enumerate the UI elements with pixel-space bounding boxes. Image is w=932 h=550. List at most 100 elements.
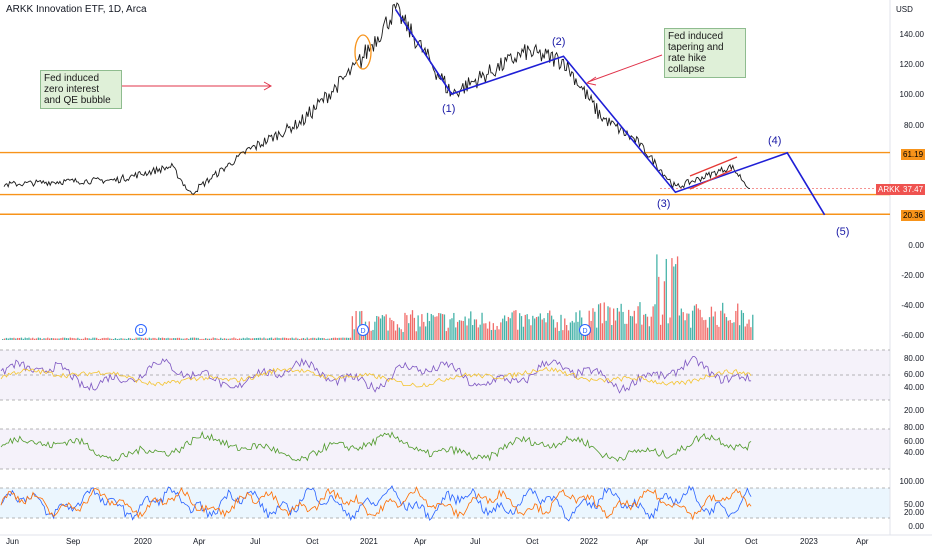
volume-bar [56, 338, 58, 340]
volume-bar [133, 338, 135, 340]
stoch-tick: 50.00 [903, 500, 924, 509]
volume-bar [569, 322, 572, 340]
volume-bar [671, 258, 673, 340]
volume-bar [549, 310, 551, 340]
volume-bar [84, 337, 87, 340]
volume-bar [158, 337, 160, 340]
volume-bar [321, 337, 323, 340]
volume-bar [530, 325, 532, 340]
volume-bar [186, 338, 188, 340]
x-label: 2020 [134, 537, 152, 546]
stoch-tick: 20.00 [903, 508, 924, 517]
volume-bar [374, 321, 376, 340]
rsi-tick: 60.00 [903, 370, 924, 379]
volume-bar [3, 338, 6, 340]
volume-bar [449, 319, 451, 340]
volume-bar [686, 313, 688, 340]
volume-bar [265, 338, 267, 340]
volume-bar [184, 338, 186, 340]
volume-bar [310, 338, 312, 340]
volume-bar [682, 312, 684, 340]
stoch-tick: 0.00 [908, 522, 924, 531]
volume-bar [646, 316, 649, 340]
volume-bar [357, 330, 359, 340]
volume-bar [35, 338, 38, 340]
volume-bar [300, 338, 303, 340]
volume-bar [643, 314, 645, 340]
volume-bar [216, 338, 218, 340]
volume-bar [169, 338, 171, 340]
volume-bar [676, 256, 679, 340]
x-label: Oct [526, 537, 539, 546]
volume-bar [455, 327, 457, 340]
volume-bar [691, 310, 694, 340]
volume-bar [701, 317, 703, 340]
volume-bar [436, 316, 438, 340]
volume-bar [331, 338, 333, 340]
volume-bar [206, 338, 209, 340]
axis-tick: 100.00 [899, 90, 924, 99]
volume-bar [740, 310, 743, 340]
wave-label-2: (2) [552, 36, 566, 48]
volume-bar [470, 311, 472, 340]
volume-bar [284, 337, 286, 340]
volume-bar [225, 338, 228, 340]
axis-tick: 80.00 [903, 121, 924, 130]
volume-bar [629, 315, 632, 340]
volume-bar [752, 314, 754, 340]
volume-bar [383, 316, 385, 340]
x-label: Jul [470, 537, 481, 546]
volume-bar [718, 326, 720, 340]
volume-bar [550, 315, 553, 340]
volume-bar [203, 338, 205, 340]
volume-bar [393, 321, 395, 340]
volume-bar [242, 337, 244, 340]
osc-tick: 80.00 [903, 423, 924, 432]
volume-bar [77, 337, 79, 340]
volume-bar [167, 337, 169, 340]
volume-bar [590, 320, 592, 340]
volume-bar [5, 337, 8, 340]
volume-bar [731, 322, 733, 340]
volume-bar [419, 326, 421, 340]
volume-bar [588, 310, 590, 340]
dividend-marker [135, 324, 147, 336]
volume-bar [522, 326, 525, 340]
volume-bar [171, 338, 173, 340]
volume-bar [620, 303, 622, 340]
volume-bar [473, 319, 476, 340]
volume-bar [191, 337, 194, 340]
volume-bar [573, 322, 575, 340]
volume-bar [381, 315, 384, 340]
volume-bar [594, 311, 596, 340]
volume-bar [11, 337, 13, 340]
volume-bar [235, 338, 237, 340]
volume-bar [101, 338, 103, 340]
volume-bar [30, 338, 32, 340]
volume-bar [456, 321, 459, 340]
volume-bar [212, 337, 214, 340]
volume-bar [577, 321, 579, 340]
volume-bar [107, 337, 109, 340]
volume-bar [210, 338, 212, 340]
volume-bar [304, 338, 306, 340]
volume-bar [648, 326, 651, 340]
wave-label-1: (1) [442, 103, 456, 115]
volume-bar [517, 329, 519, 340]
arrow-right-shaft [587, 54, 663, 83]
volume-bar [406, 315, 408, 340]
volume-bar [111, 338, 113, 340]
volume-bar [475, 319, 478, 340]
volume-bar [20, 337, 23, 340]
volume-bar [347, 337, 350, 340]
volume-bar [554, 327, 557, 340]
volume-bar [483, 323, 485, 340]
volume-bar [492, 323, 494, 340]
volume-bar [323, 338, 325, 340]
volume-bar [556, 322, 558, 340]
volume-bar [302, 337, 305, 340]
volume-bar [558, 330, 560, 340]
volume-bar [180, 338, 182, 340]
volume-bar [80, 338, 83, 340]
